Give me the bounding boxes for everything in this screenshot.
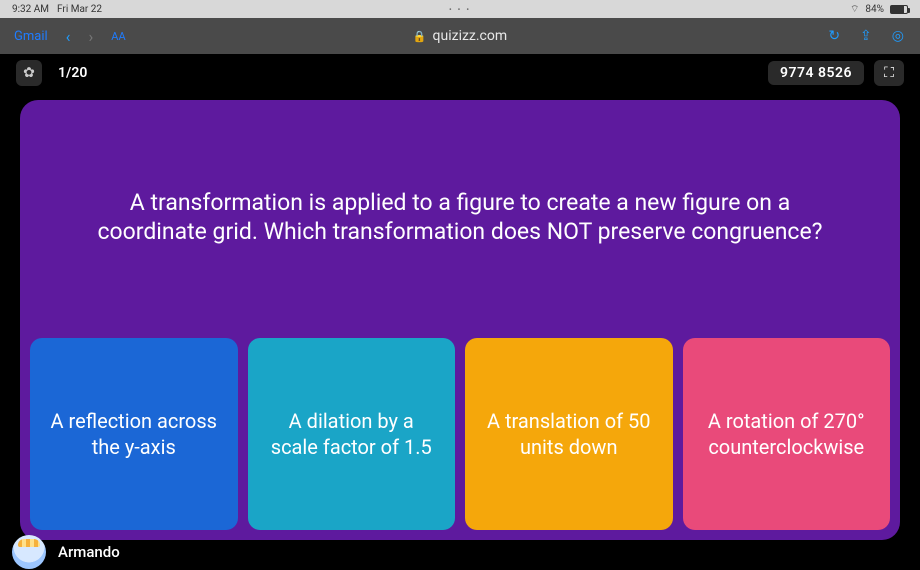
status-date: Fri Mar 22 xyxy=(57,4,102,15)
browser-toolbar: Gmail ‹ › AA 🔒 quizizz.com ↻ ⇪ ◎ xyxy=(0,18,920,54)
fullscreen-button[interactable]: ⛶ xyxy=(874,60,904,86)
battery-icon xyxy=(890,5,908,14)
back-icon[interactable]: ‹ xyxy=(66,27,71,46)
share-icon[interactable]: ⇪ xyxy=(860,28,872,44)
quiz-stage: A transformation is applied to a figure … xyxy=(0,92,920,570)
lock-icon: 🔒 xyxy=(413,30,427,43)
gear-icon: ✿ xyxy=(23,65,35,81)
quiz-header: ✿ 1/20 9774 8526 ⛶ xyxy=(0,54,920,92)
answer-option-3[interactable]: A translation of 50 units down xyxy=(465,338,673,530)
settings-button[interactable]: ✿ xyxy=(16,60,42,86)
answer-row: A reflection across the y-axis A dilatio… xyxy=(30,338,890,530)
text-size-button[interactable]: AA xyxy=(111,30,125,43)
tabs-icon[interactable]: ◎ xyxy=(892,28,904,44)
status-dots: • • • xyxy=(449,5,471,14)
fullscreen-icon: ⛶ xyxy=(884,65,894,81)
answer-option-2[interactable]: A dilation by a scale factor of 1.5 xyxy=(248,338,456,530)
avatar xyxy=(12,535,46,569)
reload-icon[interactable]: ↻ xyxy=(828,28,840,44)
url-text: quizizz.com xyxy=(433,28,508,44)
battery-pct: 84% xyxy=(865,4,884,15)
toolbar-left-link[interactable]: Gmail xyxy=(14,29,48,44)
game-code: 9774 8526 xyxy=(768,61,864,85)
answer-option-4[interactable]: A rotation of 270° counterclockwise xyxy=(683,338,891,530)
wifi-icon: ⌔ xyxy=(850,3,859,16)
ipad-status-bar: 9:32 AM Fri Mar 22 • • • ⌔ 84% xyxy=(0,0,920,18)
address-bar[interactable]: 🔒 quizizz.com xyxy=(413,28,507,44)
question-progress: 1/20 xyxy=(58,65,87,81)
answer-option-1[interactable]: A reflection across the y-axis xyxy=(30,338,238,530)
player-name: Armando xyxy=(58,543,120,561)
question-text: A transformation is applied to a figure … xyxy=(80,189,840,247)
question-card: A transformation is applied to a figure … xyxy=(20,100,900,540)
player-strip: Armando xyxy=(12,534,120,570)
status-time: 9:32 AM xyxy=(12,4,49,15)
forward-icon[interactable]: › xyxy=(88,27,93,46)
